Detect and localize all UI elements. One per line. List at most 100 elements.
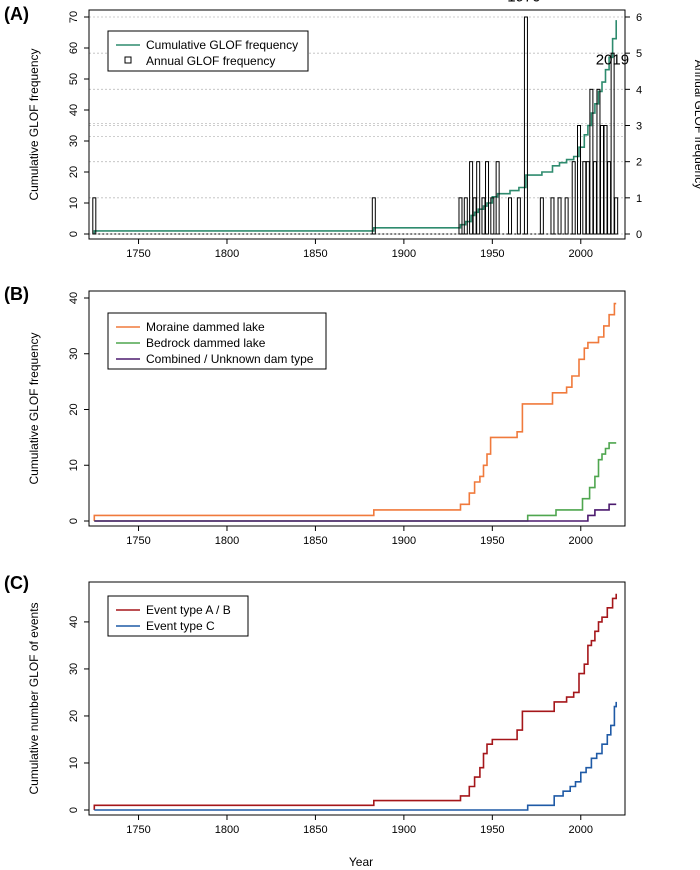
annual-bar bbox=[607, 161, 612, 235]
y-tick-label: 40 bbox=[68, 292, 80, 304]
y-tick-label: 40 bbox=[68, 104, 80, 116]
series-line-1 bbox=[93, 20, 617, 234]
right-y-tick-label: 0 bbox=[636, 229, 642, 241]
panel-b: (B) 1750 1800 1850 1900 1950 2000 0 10 20 30 40 Cumu… bbox=[4, 284, 626, 547]
y-tick-label: 50 bbox=[68, 73, 80, 85]
right-y-tick-label: 1 bbox=[636, 193, 642, 205]
right-y-tick-label: 6 bbox=[636, 12, 642, 24]
series-line-2 bbox=[94, 442, 617, 522]
legend-label: Event type C bbox=[146, 619, 215, 633]
legend-label: Cumulative GLOF frequency bbox=[146, 38, 298, 52]
x-tick-label: 2000 bbox=[569, 535, 593, 547]
x-tick-label: 1900 bbox=[392, 824, 416, 836]
x-tick-label: 2000 bbox=[569, 824, 593, 836]
series-line-3 bbox=[94, 503, 617, 522]
annual-bar bbox=[523, 16, 528, 235]
annotation-label: 1970 bbox=[507, 0, 540, 6]
annual-bar bbox=[585, 161, 590, 235]
annual-bar bbox=[577, 125, 582, 235]
annual-bar bbox=[589, 88, 594, 235]
y-tick-label: 30 bbox=[68, 348, 80, 360]
plot-frame bbox=[88, 9, 626, 240]
x-tick-label: 1850 bbox=[303, 824, 327, 836]
y-tick-label: 40 bbox=[68, 616, 80, 628]
annotation-label: 2019 bbox=[596, 52, 629, 69]
y-tick-label: 30 bbox=[68, 135, 80, 147]
annual-bar bbox=[476, 161, 481, 235]
x-tick-label: 1850 bbox=[303, 248, 327, 260]
legend-box bbox=[107, 312, 327, 370]
y-axis-title: Cumulative GLOF frequency bbox=[27, 332, 41, 484]
right-y-tick-label: 3 bbox=[636, 121, 642, 133]
annual-bar bbox=[550, 197, 555, 235]
plot-frame bbox=[88, 290, 626, 527]
x-tick-label: 1950 bbox=[480, 535, 504, 547]
right-y-tick-label: 2 bbox=[636, 157, 642, 169]
x-tick-label: 1900 bbox=[392, 535, 416, 547]
annual-bar bbox=[610, 52, 615, 235]
x-tick-label: 1800 bbox=[215, 248, 239, 260]
annual-bar bbox=[495, 161, 500, 235]
annual-bar bbox=[539, 197, 544, 235]
x-tick-label: 2000 bbox=[569, 248, 593, 260]
y-tick-label: 10 bbox=[68, 197, 80, 209]
right-y-axis-title: Annual GLOF frequency bbox=[692, 60, 700, 189]
annual-bar bbox=[614, 197, 619, 235]
annual-bar bbox=[571, 161, 576, 235]
y-tick-label: 10 bbox=[68, 757, 80, 769]
y-axis-title: Cumulative number GLOF of events bbox=[27, 602, 41, 794]
y-axis-title: Cumulative GLOF frequency bbox=[27, 48, 41, 200]
panel-label: (A) bbox=[4, 4, 29, 24]
annual-bar bbox=[564, 197, 569, 235]
legend-label: Combined / Unknown dam type bbox=[146, 352, 314, 366]
annual-bar bbox=[582, 161, 587, 235]
panel-label: (B) bbox=[4, 284, 29, 304]
plot-frame bbox=[88, 581, 626, 816]
annual-bar bbox=[458, 197, 463, 235]
y-tick-label: 70 bbox=[68, 11, 80, 23]
panel-a: (A) 0 1 2 3 4 5 6 Annual GLOF frequency 1750 1800 1… bbox=[4, 0, 700, 260]
y-tick-label: 0 bbox=[68, 518, 80, 524]
x-tick-label: 1950 bbox=[480, 824, 504, 836]
x-tick-label: 1950 bbox=[480, 248, 504, 260]
y-tick-label: 20 bbox=[68, 710, 80, 722]
legend-box bbox=[107, 30, 309, 72]
right-y-tick-label: 5 bbox=[636, 48, 642, 60]
x-tick-label: 1750 bbox=[126, 248, 150, 260]
annual-bar bbox=[481, 197, 486, 235]
annual-bar bbox=[508, 197, 513, 235]
legend-box bbox=[107, 595, 249, 637]
y-tick-label: 20 bbox=[68, 403, 80, 415]
x-tick-label: 1800 bbox=[215, 824, 239, 836]
x-tick-label: 1900 bbox=[392, 248, 416, 260]
annual-bar bbox=[463, 197, 468, 235]
x-tick-label: 1750 bbox=[126, 824, 150, 836]
legend-label: Moraine dammed lake bbox=[146, 320, 265, 334]
legend-label: Event type A / B bbox=[146, 603, 231, 617]
x-tick-label: 1750 bbox=[126, 535, 150, 547]
annual-bar bbox=[600, 125, 605, 235]
right-y-tick-label: 4 bbox=[636, 84, 642, 96]
annual-bar bbox=[490, 197, 495, 235]
y-tick-label: 30 bbox=[68, 663, 80, 675]
legend-label: Annual GLOF frequency bbox=[146, 54, 275, 68]
series-line-1 bbox=[93, 302, 617, 521]
x-tick-label: 1850 bbox=[303, 535, 327, 547]
y-tick-label: 10 bbox=[68, 459, 80, 471]
annual-bar bbox=[516, 197, 521, 235]
annual-bar bbox=[469, 161, 474, 235]
legend-label: Bedrock dammed lake bbox=[146, 336, 266, 350]
legend-symbol-square bbox=[124, 56, 132, 64]
panel-label: (C) bbox=[4, 573, 29, 593]
x-tick-label: 1800 bbox=[215, 535, 239, 547]
x-axis-title: Year bbox=[349, 855, 373, 869]
y-tick-label: 20 bbox=[68, 166, 80, 178]
series-line-1 bbox=[93, 593, 617, 810]
annual-bar bbox=[557, 197, 562, 235]
annual-bar bbox=[485, 161, 490, 235]
y-tick-label: 60 bbox=[68, 42, 80, 54]
annual-bar bbox=[603, 125, 608, 235]
y-tick-label: 0 bbox=[68, 807, 80, 813]
annual-bar bbox=[92, 197, 97, 235]
